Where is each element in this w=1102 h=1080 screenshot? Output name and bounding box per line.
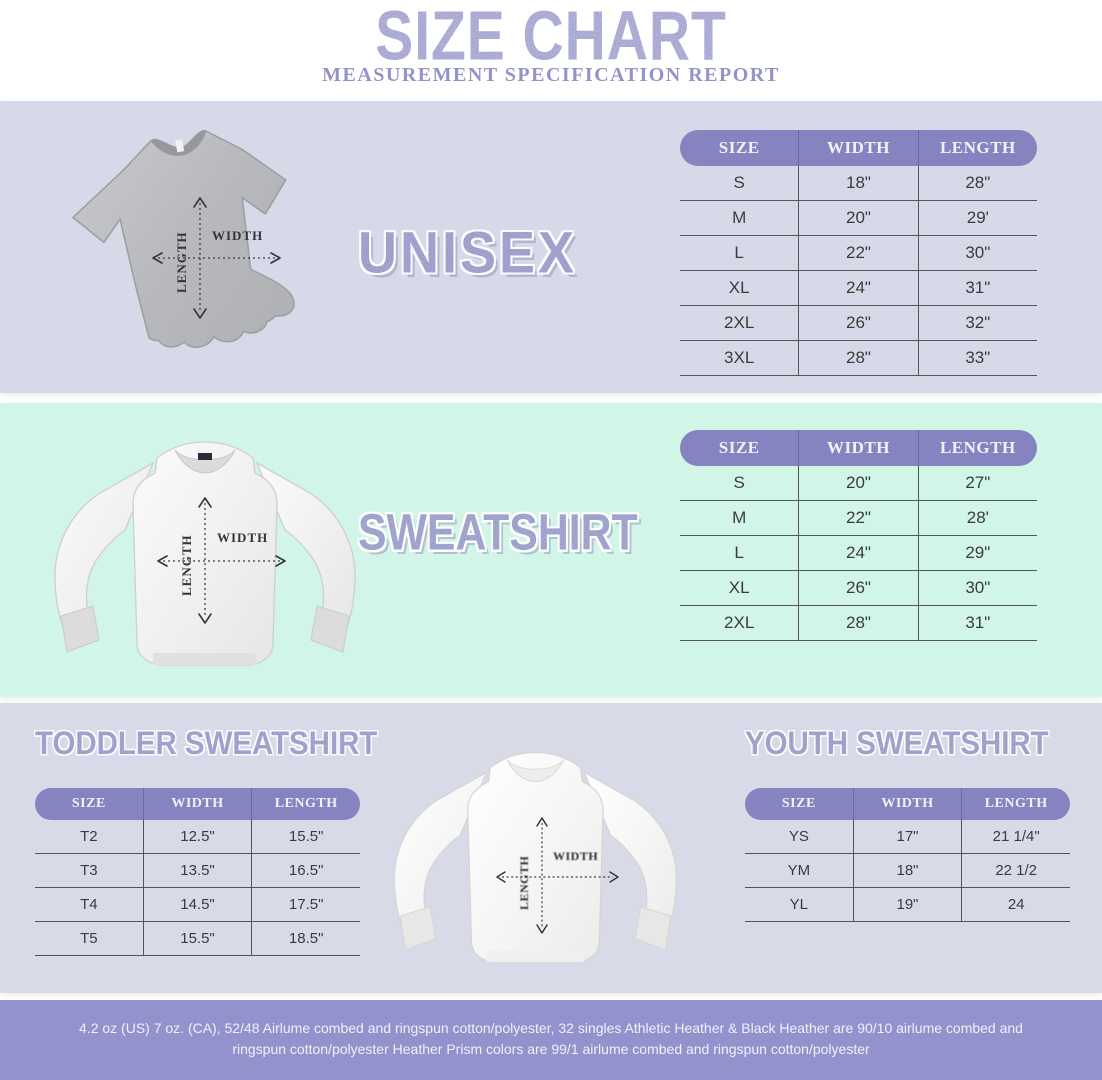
svg-text:LENGTH: LENGTH [517, 855, 531, 910]
svg-text:WIDTH: WIDTH [217, 530, 268, 545]
svg-text:LENGTH: LENGTH [179, 534, 194, 596]
svg-text:WIDTH: WIDTH [553, 849, 598, 863]
svg-text:LENGTH: LENGTH [174, 231, 189, 293]
svg-text:WIDTH: WIDTH [212, 228, 263, 243]
